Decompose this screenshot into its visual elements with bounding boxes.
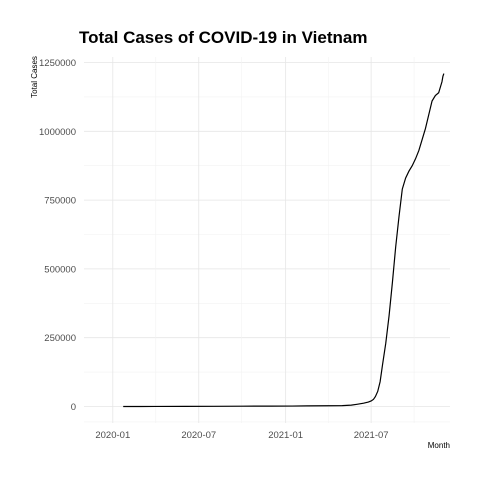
y-tick-label: 0 (71, 402, 76, 413)
y-tick-label: 750000 (44, 196, 76, 207)
grid (84, 57, 450, 423)
series-line-total-cases (123, 73, 445, 408)
x-tick-label: 2020-01 (95, 430, 130, 441)
chart-title: Total Cases of COVID-19 in Vietnam (79, 28, 367, 47)
x-tick-label: 2020-07 (181, 430, 216, 441)
y-tick-label: 1000000 (39, 127, 76, 138)
x-axis-label: Month (428, 441, 450, 450)
y-tick-label: 250000 (44, 333, 76, 344)
x-axis-ticks: 2020-01 2020-07 2021-01 2021-07 (95, 430, 388, 441)
y-tick-label: 1250000 (39, 58, 76, 69)
y-axis-ticks: 0 250000 500000 750000 1000000 1250000 (39, 58, 76, 413)
x-tick-label: 2021-01 (268, 430, 303, 441)
x-tick-label: 2021-07 (354, 430, 389, 441)
y-axis-label: Total Cases (30, 56, 39, 98)
y-tick-label: 500000 (44, 264, 76, 275)
